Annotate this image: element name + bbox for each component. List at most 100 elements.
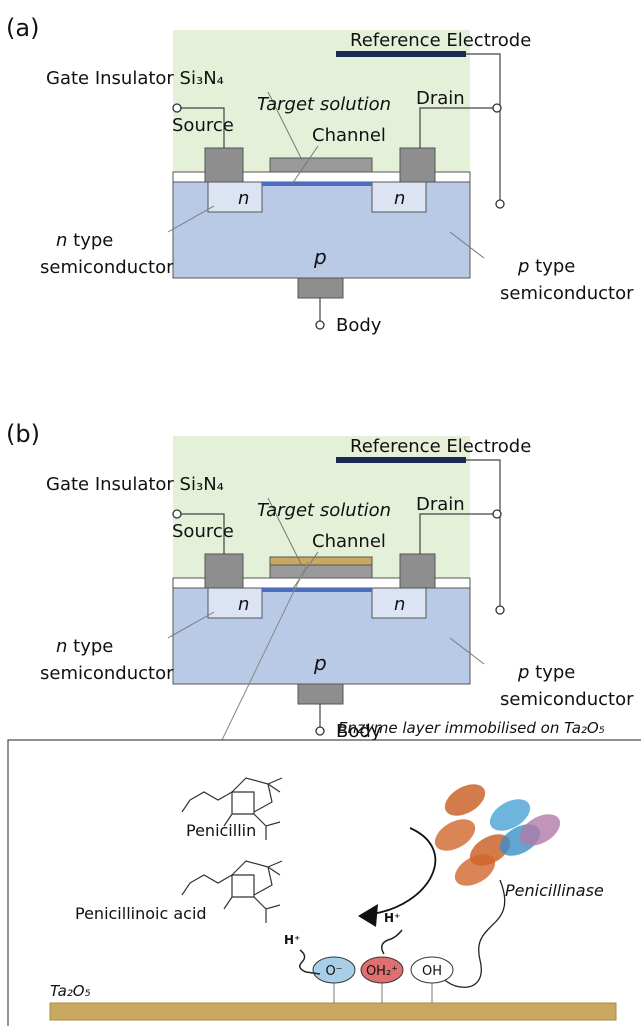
penicillinase-protein <box>434 784 561 886</box>
line <box>167 611 215 639</box>
channel <box>262 588 372 592</box>
protein-part <box>434 819 476 851</box>
p-label: p <box>313 651 327 675</box>
ta2o5-layer <box>49 1002 617 1021</box>
target-solution-label: Target solution <box>257 500 391 521</box>
arrow-head <box>358 904 378 927</box>
gate-insulator <box>269 157 373 173</box>
p-type-label: p type <box>517 256 575 277</box>
reference-electrode <box>336 457 466 463</box>
line <box>291 145 319 185</box>
gate-insulator-label: Gate Insulator Si₃N₄ <box>46 474 224 495</box>
line <box>221 561 309 741</box>
molecule <box>181 860 283 923</box>
channel-label: Channel <box>312 125 386 146</box>
line <box>167 205 215 233</box>
terminal <box>492 509 502 519</box>
italic-part: p <box>517 256 529 277</box>
penicillinase-label: Penicillinase <box>505 881 604 900</box>
reference-electrode-label: Reference Electrode <box>350 30 531 51</box>
oh-group <box>410 956 454 984</box>
text-part: type <box>529 256 575 277</box>
body-contact <box>297 683 344 705</box>
panel-label: (b) <box>6 420 40 448</box>
n-region <box>207 181 263 213</box>
h-plus-label: H⁺ <box>384 911 400 925</box>
body-label: Body <box>336 721 382 742</box>
text-part: type <box>67 230 113 251</box>
oh2-plus-label: OH₂⁺ <box>366 964 398 979</box>
protein-part <box>454 854 496 886</box>
line <box>267 497 303 567</box>
terminal <box>172 103 182 113</box>
wire <box>419 107 493 148</box>
body-label: Body <box>336 315 382 336</box>
channel-label: Channel <box>312 531 386 552</box>
wire <box>466 53 501 200</box>
proton-arrow <box>299 949 321 975</box>
terminal <box>315 726 325 736</box>
terminal <box>315 320 325 330</box>
wire <box>419 513 493 554</box>
line <box>449 637 485 665</box>
channel <box>262 182 372 186</box>
drain-contact <box>399 553 436 589</box>
n-region <box>207 587 263 619</box>
source-contact <box>204 147 244 183</box>
terminal <box>172 509 182 519</box>
panel-label: (a) <box>6 14 39 42</box>
p-type-label-line2: semiconductor <box>500 283 634 304</box>
enzyme-layer <box>269 556 373 566</box>
reaction-arrow <box>371 827 437 915</box>
wire <box>181 513 225 554</box>
line <box>449 231 485 259</box>
drain-label: Drain <box>416 494 465 515</box>
source-label: Source <box>172 521 234 542</box>
gate-insulator <box>269 564 373 579</box>
o-minus-group <box>312 956 356 984</box>
proton-arrow <box>381 929 403 955</box>
source-contact <box>204 553 244 589</box>
n-type-label-line2: semiconductor <box>40 257 174 278</box>
n-label: n <box>238 594 249 615</box>
terminal <box>495 605 505 615</box>
n-type-label: n type <box>56 230 113 251</box>
line <box>267 91 303 161</box>
protein-part <box>489 799 531 831</box>
italic-part: p <box>517 662 529 683</box>
n-region <box>371 587 427 619</box>
h-plus-label: H⁺ <box>284 933 300 947</box>
italic-part: n <box>56 636 67 657</box>
wire <box>466 459 501 606</box>
drain-label: Drain <box>416 88 465 109</box>
italic-part: n <box>56 230 67 251</box>
enzyme-layer-label: Enzyme layer immobilised on Ta₂O₅ <box>338 719 605 737</box>
p-type-label-line2: semiconductor <box>500 689 634 710</box>
terminal <box>492 103 502 113</box>
n-type-label: n type <box>56 636 113 657</box>
substrate-label: Ta₂O₅ <box>50 982 91 1000</box>
protein-part <box>519 814 561 846</box>
p-type-label: p type <box>517 662 575 683</box>
oh-label: OH <box>422 964 442 979</box>
line <box>291 551 319 591</box>
molecule <box>181 777 283 840</box>
n-label: n <box>394 594 405 615</box>
text-part: type <box>529 662 575 683</box>
n-type-label-line2: semiconductor <box>40 663 174 684</box>
o-minus-label: O⁻ <box>325 964 342 979</box>
reference-electrode <box>336 51 466 57</box>
reference-electrode-label: Reference Electrode <box>350 436 531 457</box>
p-label: p <box>313 245 327 269</box>
terminal <box>495 199 505 209</box>
oh2-plus-group <box>360 956 404 984</box>
source-label: Source <box>172 115 234 136</box>
gate-insulator-label: Gate Insulator Si₃N₄ <box>46 68 224 89</box>
drain-contact <box>399 147 436 183</box>
n-region <box>371 181 427 213</box>
n-label: n <box>238 188 249 209</box>
protein-part <box>444 784 486 816</box>
body-contact <box>297 277 344 299</box>
penicillin-label: Penicillin <box>186 821 256 840</box>
